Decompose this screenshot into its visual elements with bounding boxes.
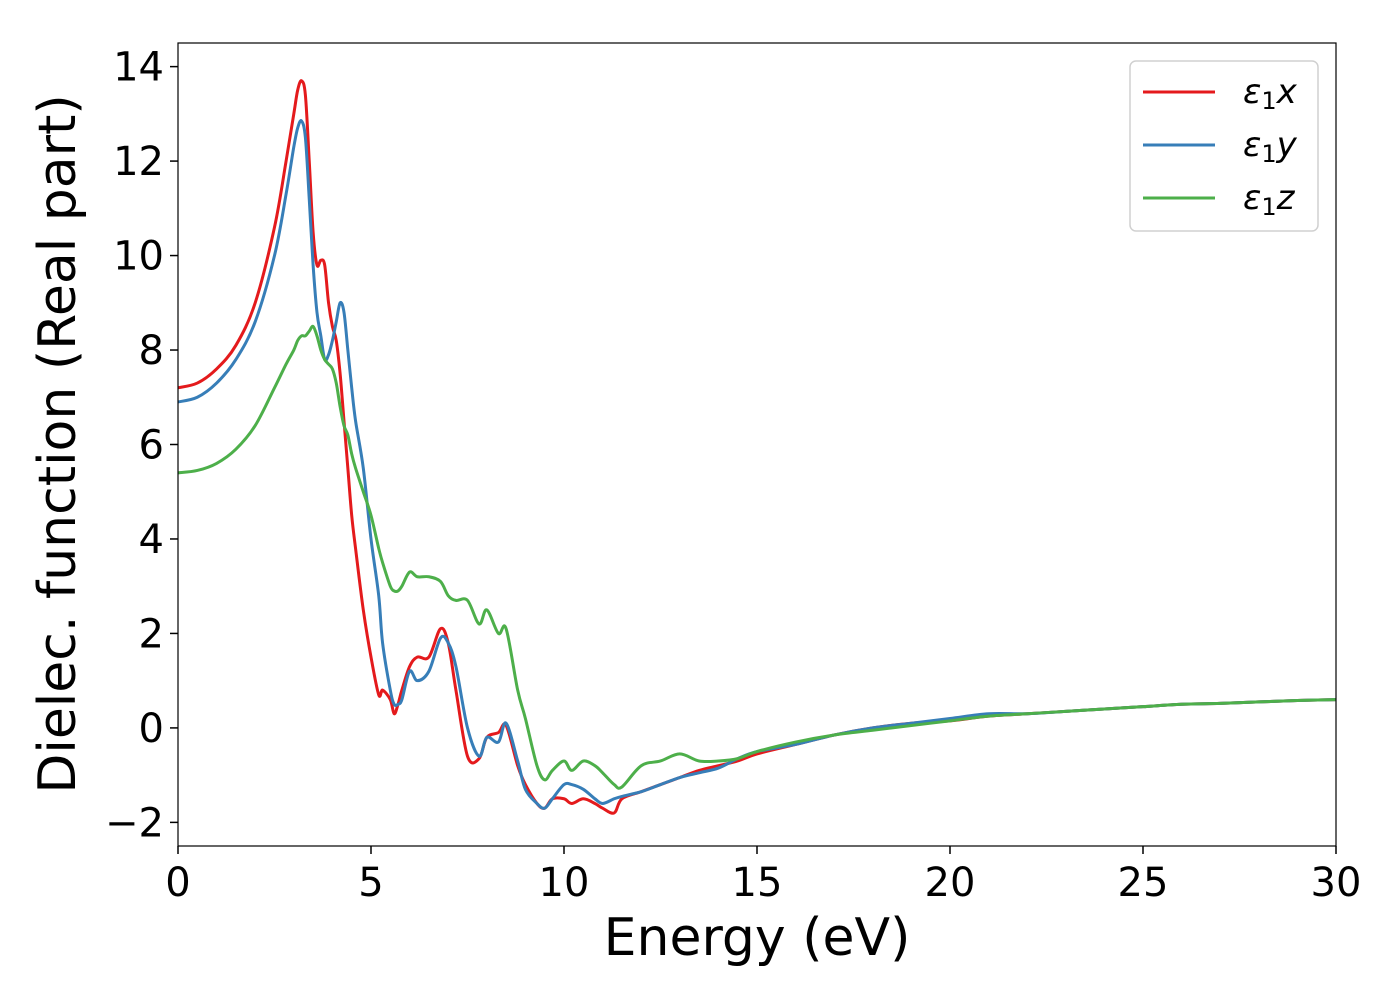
y-tick-label: 4 <box>139 517 164 563</box>
x-axis-label: Energy (eV) <box>604 908 911 968</box>
legend-frame <box>1129 60 1319 232</box>
x-tick-label: 20 <box>925 860 976 906</box>
x-tick-label: 30 <box>1311 860 1362 906</box>
y-axis: −2 0 2 4 6 8 10 12 14 <box>105 45 178 846</box>
y-tick-label: 8 <box>139 328 164 374</box>
y-tick-label: −2 <box>105 800 164 846</box>
series-line-z <box>178 324 1336 790</box>
y-tick-label: 12 <box>113 139 164 185</box>
y-tick-label: 10 <box>113 234 164 280</box>
legend-label-x: ε1x <box>1243 72 1298 115</box>
y-tick-label: 14 <box>113 45 164 91</box>
x-tick-label: 10 <box>539 860 590 906</box>
legend: ε1x ε1y ε1z <box>1129 60 1319 232</box>
y-tick-label: 0 <box>139 706 164 752</box>
y-tick-label: 6 <box>139 423 164 469</box>
legend-label-z: ε1z <box>1243 178 1296 221</box>
x-tick-label: 25 <box>1118 860 1169 906</box>
legend-label-y: ε1y <box>1243 125 1298 168</box>
y-tick-label: 2 <box>139 611 164 657</box>
series-layer <box>178 79 1336 815</box>
x-tick-label: 15 <box>732 860 783 906</box>
x-tick-label: 0 <box>165 860 190 906</box>
x-axis: 0 5 10 15 20 25 30 <box>165 846 1361 906</box>
y-axis-label: Dielec. function (Real part) <box>28 94 88 793</box>
x-tick-label: 5 <box>358 860 383 906</box>
